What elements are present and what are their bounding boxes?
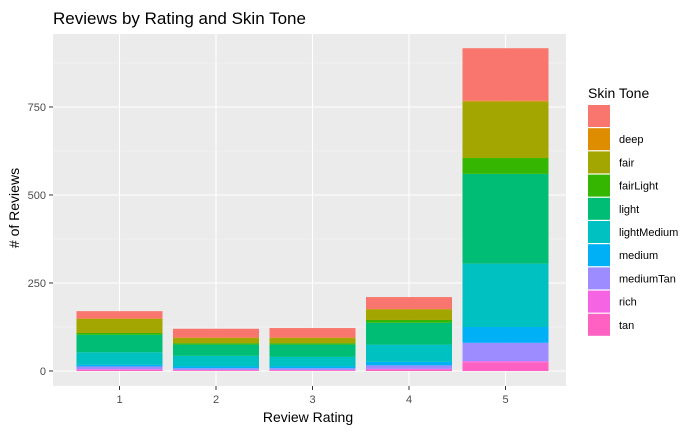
legend-key-fair	[588, 151, 610, 174]
bar-segment-deep-rating-5	[462, 100, 549, 102]
bar-segment-tan-rating-2	[173, 370, 259, 371]
legend-key-light	[588, 197, 610, 220]
bar-segment-tan-rating-1	[76, 369, 163, 371]
y-tick-label: 500	[28, 190, 46, 202]
legend-label-medium: medium	[619, 250, 658, 262]
legend-title: Skin Tone	[588, 85, 649, 101]
bar-segment-fairLight-rating-4	[366, 319, 452, 323]
legend-key-medium	[588, 244, 610, 267]
y-axis-ticks: 0 250 500 750	[28, 102, 53, 378]
x-axis-title: Review Rating	[263, 409, 353, 425]
chart-title: Reviews by Rating and Skin Tone	[53, 9, 306, 28]
bar-segment-medium-rating-1	[76, 364, 163, 367]
bar-segment-fair-rating-1	[76, 318, 163, 333]
legend-label-mediumTan: mediumTan	[619, 273, 676, 285]
bar-segment-fairLight-rating-3	[269, 343, 356, 345]
bar-segment-mediumTan-rating-5	[462, 342, 549, 362]
bar-segment-lightMedium-rating-1	[76, 352, 163, 365]
legend-key-tan	[588, 313, 610, 336]
bar-segment-unlabeled-rating-3	[269, 328, 356, 338]
legend-key-rich	[588, 290, 610, 313]
bar-segment-medium-rating-4	[366, 361, 452, 366]
bar-segment-unlabeled-rating-5	[462, 48, 549, 101]
bar-segment-rich-rating-4	[366, 368, 452, 370]
bar-segment-light-rating-3	[269, 344, 356, 357]
bar-segment-fair-rating-4	[366, 309, 452, 320]
y-tick-label: 250	[28, 278, 46, 290]
bar-segment-fairLight-rating-5	[462, 158, 549, 174]
bar-segment-lightMedium-rating-2	[173, 355, 259, 367]
legend-key-lightMedium	[588, 221, 610, 243]
bar-segment-tan-rating-4	[366, 369, 452, 371]
legend-key-mediumTan	[588, 267, 610, 290]
bar-segment-mediumTan-rating-4	[366, 365, 452, 369]
legend-key-deep	[588, 128, 610, 151]
bar-segment-fair-rating-5	[462, 101, 549, 159]
legend-label-tan: tan	[619, 320, 634, 332]
bar-segment-lightMedium-rating-3	[269, 356, 356, 367]
bar-segment-mediumTan-rating-2	[173, 368, 259, 370]
bar-segment-lightMedium-rating-4	[366, 344, 452, 362]
legend-key-fairLight	[588, 174, 610, 197]
x-tick-label: 2	[213, 394, 219, 406]
bar-segment-light-rating-4	[366, 322, 452, 345]
bar-segment-fairLight-rating-1	[76, 332, 163, 335]
bar-segment-mediumTan-rating-1	[76, 366, 163, 370]
legend: Skin Tone deep fair fairLight light lightMed…	[588, 85, 678, 336]
x-axis-ticks: 1 2 3 4 5	[116, 386, 509, 406]
x-tick-label: 1	[116, 394, 122, 406]
bar-segment-light-rating-2	[173, 344, 259, 356]
legend-label-lightMedium: lightMedium	[619, 227, 678, 239]
legend-label-rich: rich	[619, 297, 637, 309]
x-tick-label: 5	[502, 394, 508, 406]
legend-label-deep: deep	[619, 134, 643, 146]
bar-segment-light-rating-5	[462, 173, 549, 264]
bar-segment-mediumTan-rating-3	[269, 368, 356, 370]
legend-label-fair: fair	[619, 157, 635, 169]
y-axis-title: # of Reviews	[6, 168, 22, 248]
bar-segment-fair-rating-3	[269, 337, 356, 344]
x-tick-label: 3	[309, 394, 315, 406]
bar-segment-rich-rating-5	[462, 361, 549, 363]
bar-segment-unlabeled-rating-4	[366, 297, 452, 310]
bar-segment-medium-rating-2	[173, 366, 259, 369]
bar-segment-light-rating-1	[76, 334, 163, 353]
bar-segment-lightMedium-rating-5	[462, 263, 549, 327]
bar-segment-unlabeled-rating-2	[173, 328, 259, 338]
y-tick-label: 750	[28, 102, 46, 114]
bar-segment-fair-rating-2	[173, 337, 259, 344]
bar-segment-tan-rating-3	[269, 370, 356, 371]
bar-segment-medium-rating-5	[462, 327, 549, 343]
bar-segment-rich-rating-1	[76, 369, 163, 370]
y-tick-label: 0	[40, 366, 46, 378]
x-tick-label: 4	[406, 394, 412, 406]
bar-segment-tan-rating-5	[462, 362, 549, 371]
legend-label-light: light	[619, 204, 639, 216]
bars	[76, 48, 549, 371]
bar-segment-fairLight-rating-2	[173, 343, 259, 345]
bar-segment-unlabeled-rating-1	[76, 311, 163, 319]
bar-segment-medium-rating-3	[269, 366, 356, 369]
legend-label-fairLight: fairLight	[619, 181, 658, 193]
legend-key-unlabeled	[588, 105, 610, 127]
legend-items: deep fair fairLight light lightMedium medium m…	[588, 105, 678, 336]
